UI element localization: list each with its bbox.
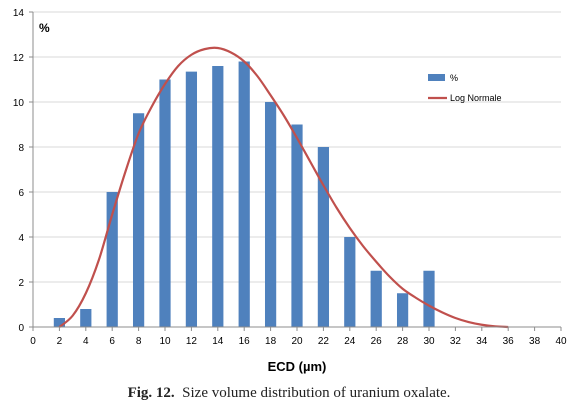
y-axis-label: % [39, 21, 50, 35]
bar [264, 102, 277, 327]
x-tick-label: 20 [291, 336, 303, 347]
x-tick-label: 32 [450, 336, 462, 347]
x-axis-label: ECD (µm) [268, 359, 327, 374]
x-tick-label: 36 [503, 336, 515, 347]
y-tick-label: 4 [18, 233, 24, 244]
figure-caption: Fig. 12. Size volume distribution of ura… [0, 385, 578, 402]
x-tick-label: 16 [239, 336, 251, 347]
bar [396, 293, 409, 327]
axes [29, 11, 562, 331]
caption-text: Size volume distribution of uranium oxal… [182, 385, 451, 401]
x-tick-label: 8 [136, 336, 142, 347]
bar [238, 61, 250, 327]
x-tick-label: 38 [529, 336, 541, 347]
y-tick-labels: 0 2 4 6 8 10 12 14 [13, 8, 25, 334]
bar [370, 270, 382, 327]
x-tick-label: 24 [344, 336, 356, 347]
x-tick-label: 12 [186, 336, 198, 347]
y-tick-label: 14 [13, 8, 25, 19]
legend-swatch-bar [428, 74, 445, 81]
y-tick-label: 12 [13, 53, 25, 64]
y-tick-label: 0 [18, 323, 24, 334]
bar [185, 71, 198, 327]
bar [291, 124, 303, 327]
legend-label-log-normale: Log Normale [450, 93, 502, 103]
x-tick-label: 28 [397, 336, 409, 347]
x-tick-label: 34 [476, 336, 488, 347]
x-tick-label: 26 [371, 336, 383, 347]
x-tick-label: 6 [109, 336, 115, 347]
bar [159, 79, 171, 327]
bar [106, 192, 118, 327]
y-tick-label: 8 [18, 143, 24, 154]
legend-label-percent: % [450, 73, 458, 83]
bar-series [53, 61, 435, 327]
x-tick-label: 0 [30, 336, 36, 347]
x-tick-label: 22 [318, 336, 330, 347]
y-tick-label: 6 [18, 188, 24, 199]
legend: % Log Normale [428, 73, 502, 103]
bar [132, 113, 145, 327]
x-tick-label: 18 [265, 336, 277, 347]
x-tick-label: 2 [57, 336, 63, 347]
bar [53, 318, 66, 327]
y-tick-label: 10 [13, 98, 25, 109]
x-tick-label: 14 [212, 336, 224, 347]
caption-figure-number: Fig. 12. [127, 385, 175, 401]
bar [212, 66, 224, 327]
x-tick-labels: 0 2 4 6 8 10 12 14 16 18 20 22 24 26 28 30 32 34 36 38 40 [30, 336, 567, 347]
bar [80, 309, 92, 327]
x-tick-label: 30 [423, 336, 435, 347]
bar [317, 147, 330, 327]
bar [344, 237, 356, 327]
bar [423, 270, 435, 327]
x-tick-label: 40 [555, 336, 567, 347]
y-tick-label: 2 [18, 278, 24, 289]
x-tick-label: 10 [159, 336, 171, 347]
x-tick-label: 4 [83, 336, 89, 347]
log-normale-line [58, 46, 509, 329]
